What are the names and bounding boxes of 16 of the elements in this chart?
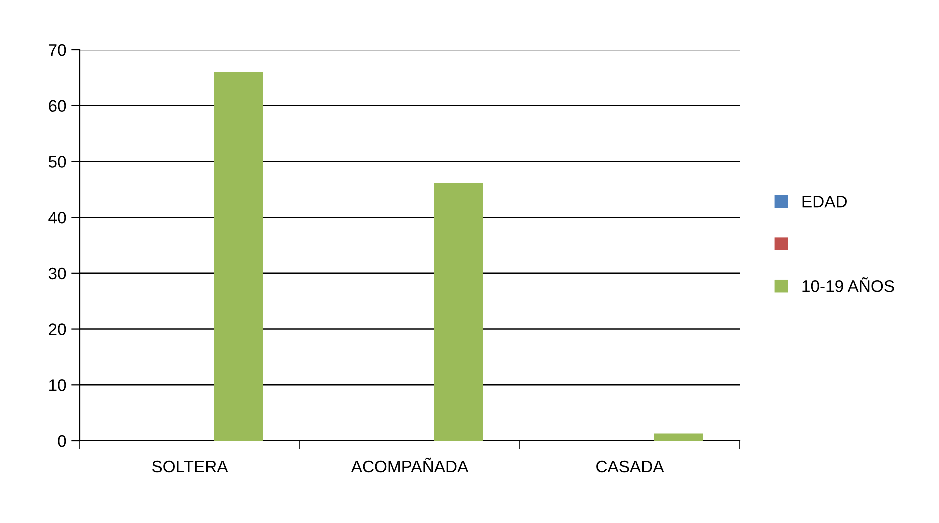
bar — [214, 72, 264, 441]
legend-label: EDAD — [802, 196, 847, 208]
x-tick-label: CASADA — [596, 460, 664, 473]
y-tick-label: 0 — [58, 435, 66, 448]
y-tick-label: 50 — [48, 156, 66, 168]
y-tick-label: 40 — [48, 212, 66, 224]
y-tick-label: 10 — [50, 380, 66, 392]
y-tick-label: 70 — [49, 44, 66, 56]
y-tick-label: 30 — [48, 268, 66, 280]
x-tick-label: ACOMPAÑADA — [351, 458, 469, 473]
bar — [434, 182, 484, 441]
bar — [654, 434, 704, 441]
legend-label: 10-19 AÑOS — [802, 278, 894, 292]
x-tick-label: SOLTERA — [152, 460, 228, 473]
y-tick-label: 20 — [49, 324, 66, 336]
y-tick-label: 60 — [49, 100, 66, 112]
